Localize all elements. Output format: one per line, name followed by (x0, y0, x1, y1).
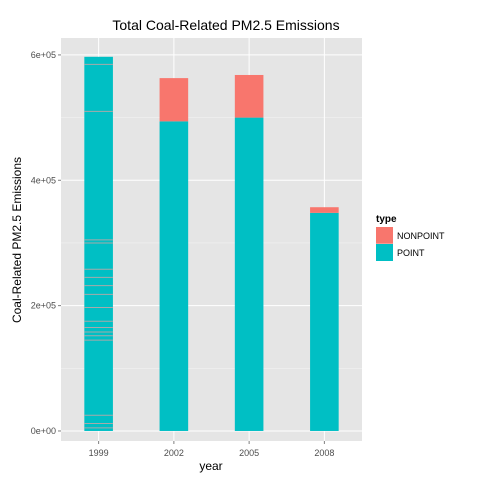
x-tick-label: 2002 (164, 448, 184, 458)
bar-point-1999 (84, 56, 113, 431)
y-axis-label: Coal-Related PM2.5 Emissions (10, 157, 24, 323)
legend-label-point: POINT (397, 248, 425, 258)
bar-nonpoint-2005 (234, 74, 264, 118)
legend-label-nonpoint: NONPOINT (397, 231, 445, 241)
bar-nonpoint-2008 (310, 207, 339, 213)
bars (84, 56, 339, 431)
y-tick-label: 0e+00 (31, 426, 56, 436)
bar-point-2005 (234, 117, 264, 431)
x-tick-label: 2005 (239, 448, 259, 458)
y-tick-label: 4e+05 (31, 175, 56, 185)
legend-title: type (376, 214, 397, 225)
x-tick-label: 1999 (89, 448, 109, 458)
x-axis-label: year (199, 459, 222, 473)
legend-swatch-nonpoint (376, 227, 393, 244)
x-axis-ticks: 1999 2002 2005 2008 (89, 441, 334, 458)
legend: type NONPOINT POINT (375, 214, 445, 262)
y-tick-label: 2e+05 (31, 301, 56, 311)
legend-swatch-point (376, 244, 393, 261)
x-tick-label: 2008 (314, 448, 334, 458)
bar-nonpoint-2002 (159, 78, 189, 122)
bar-point-2002 (159, 121, 189, 431)
y-axis-ticks: 0e+00 2e+05 4e+05 6e+05 (31, 50, 61, 436)
y-tick-label: 6e+05 (31, 50, 56, 60)
bar-point-2008 (310, 212, 339, 431)
chart-title: Total Coal-Related PM2.5 Emissions (112, 17, 339, 33)
